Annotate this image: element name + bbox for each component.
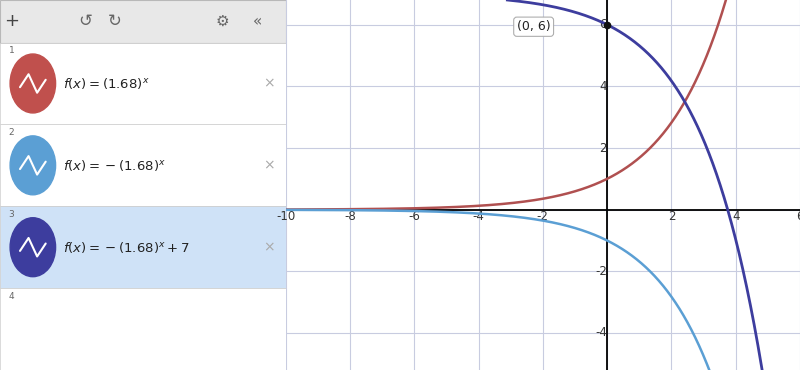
Text: 6: 6 bbox=[600, 18, 607, 31]
Text: 4: 4 bbox=[732, 210, 739, 223]
Text: -2: -2 bbox=[595, 265, 607, 278]
Text: -4: -4 bbox=[473, 210, 485, 223]
Text: «: « bbox=[253, 14, 262, 29]
Text: ×: × bbox=[262, 158, 274, 172]
Text: ⚙: ⚙ bbox=[216, 14, 230, 29]
Bar bbox=[0, 206, 286, 288]
Text: (0, 6): (0, 6) bbox=[517, 20, 550, 33]
Text: -6: -6 bbox=[408, 210, 420, 223]
Text: 2: 2 bbox=[9, 128, 14, 137]
Text: ↺: ↺ bbox=[78, 12, 93, 30]
Circle shape bbox=[10, 54, 55, 113]
Text: 6: 6 bbox=[796, 210, 800, 223]
Text: 2: 2 bbox=[668, 210, 675, 223]
Text: +: + bbox=[4, 12, 19, 30]
Text: 2: 2 bbox=[600, 141, 607, 155]
Text: ×: × bbox=[262, 77, 274, 91]
Bar bbox=[0, 0, 286, 43]
Text: ↻: ↻ bbox=[107, 12, 121, 30]
Text: $f(x) = -(1.68)^x$: $f(x) = -(1.68)^x$ bbox=[63, 158, 166, 173]
Text: 4: 4 bbox=[9, 292, 14, 301]
Circle shape bbox=[10, 218, 55, 277]
Bar bbox=[0, 43, 286, 124]
Bar bbox=[0, 288, 286, 370]
Text: $f(x) = -(1.68)^x + 7$: $f(x) = -(1.68)^x + 7$ bbox=[63, 240, 190, 255]
Text: -2: -2 bbox=[537, 210, 549, 223]
Text: $f(x) = (1.68)^x$: $f(x) = (1.68)^x$ bbox=[63, 76, 150, 91]
Text: -10: -10 bbox=[276, 210, 295, 223]
Text: 4: 4 bbox=[600, 80, 607, 93]
Text: -4: -4 bbox=[595, 326, 607, 340]
Bar bbox=[0, 124, 286, 206]
Text: -8: -8 bbox=[344, 210, 356, 223]
Text: ×: × bbox=[262, 240, 274, 254]
Text: 1: 1 bbox=[9, 46, 14, 55]
Circle shape bbox=[10, 136, 55, 195]
Text: 3: 3 bbox=[9, 210, 14, 219]
